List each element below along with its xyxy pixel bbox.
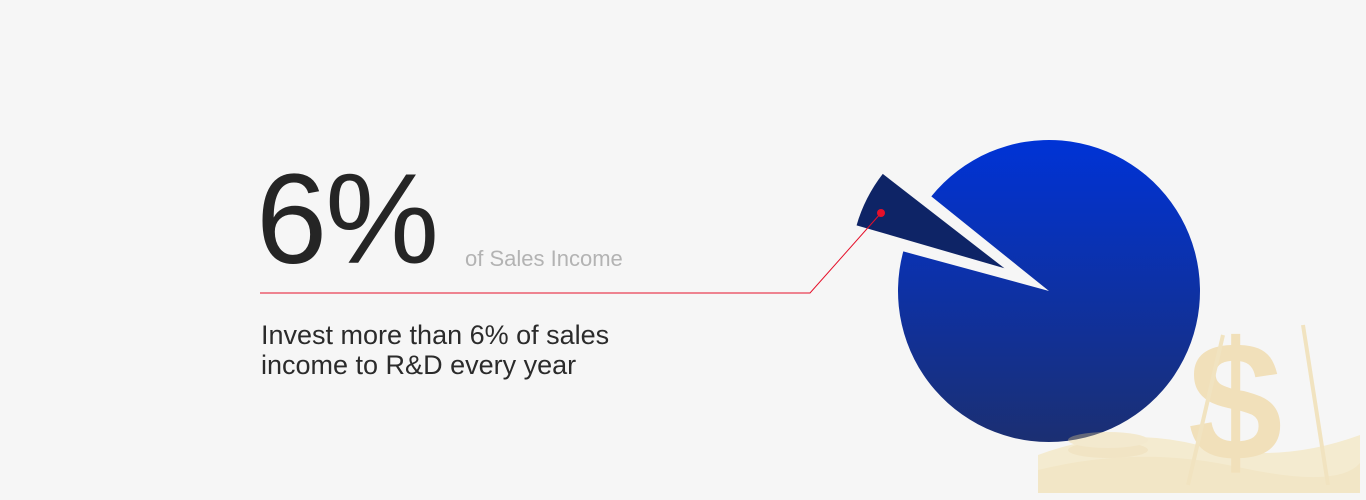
description-text: Invest more than 6% of sales income to R… xyxy=(261,320,610,380)
dollar-coins-illustration: $ xyxy=(1038,307,1360,493)
pie-slice-other xyxy=(898,139,1200,442)
svg-text:$: $ xyxy=(1188,307,1283,493)
pie-slice-rd xyxy=(856,173,1005,269)
headline-percentage: 6% xyxy=(256,148,439,291)
leader-line xyxy=(260,212,882,294)
leader-dot xyxy=(877,209,885,217)
headline-suffix: of Sales Income xyxy=(465,246,623,271)
